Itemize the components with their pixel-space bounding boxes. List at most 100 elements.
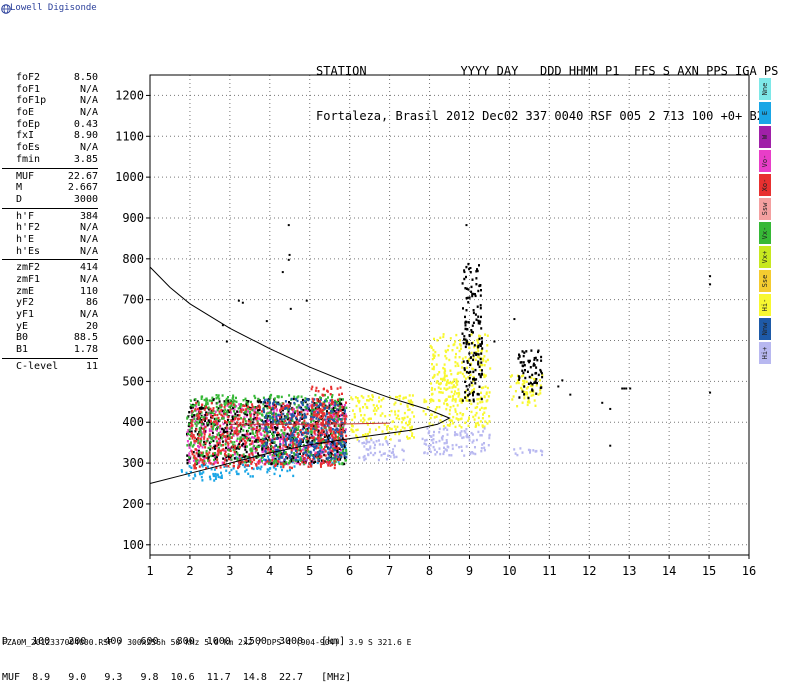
echo-point bbox=[279, 434, 282, 437]
echo-point bbox=[186, 462, 189, 465]
echo-point bbox=[479, 408, 481, 411]
echo-point bbox=[331, 399, 334, 402]
echo-point bbox=[281, 422, 284, 425]
echo-point bbox=[433, 388, 436, 391]
echo-point bbox=[523, 381, 526, 385]
echo-point bbox=[339, 405, 342, 409]
echo-point bbox=[204, 417, 206, 420]
echo-point bbox=[207, 461, 210, 464]
echo-point bbox=[280, 452, 283, 455]
echo-point bbox=[457, 391, 460, 395]
echo-point bbox=[367, 432, 369, 436]
echo-point bbox=[289, 428, 292, 432]
echo-point bbox=[322, 429, 325, 432]
echo-point bbox=[221, 440, 224, 443]
echo-point bbox=[468, 436, 471, 439]
echo-point bbox=[483, 375, 486, 379]
echo-point bbox=[444, 448, 447, 451]
echo-point bbox=[282, 425, 285, 428]
echo-point bbox=[488, 436, 491, 440]
echo-point bbox=[330, 443, 333, 446]
echo-point bbox=[246, 437, 248, 440]
echo-point bbox=[315, 403, 318, 407]
echo-point bbox=[267, 423, 270, 427]
echo-point bbox=[334, 460, 337, 463]
echo-point bbox=[225, 426, 228, 429]
echo-point bbox=[256, 421, 259, 425]
echo-point bbox=[284, 400, 287, 403]
echo-point bbox=[481, 400, 484, 404]
echo-point bbox=[291, 415, 294, 418]
echo-point bbox=[561, 379, 564, 382]
echo-point bbox=[462, 360, 465, 363]
echo-point bbox=[258, 399, 261, 402]
echo-point bbox=[470, 330, 473, 333]
echo-point bbox=[315, 426, 318, 430]
echo-point bbox=[342, 398, 344, 401]
parameter-value: N/A bbox=[79, 95, 98, 107]
echo-point bbox=[187, 424, 190, 428]
echo-point bbox=[277, 455, 280, 459]
echo-point bbox=[312, 454, 315, 457]
echo-point bbox=[303, 399, 306, 403]
echo-point bbox=[190, 450, 193, 453]
echo-point bbox=[315, 386, 318, 390]
echo-point bbox=[472, 331, 474, 334]
echo-point bbox=[468, 343, 471, 346]
echo-point bbox=[342, 422, 345, 425]
echo-point bbox=[540, 370, 543, 373]
echo-point bbox=[265, 446, 268, 450]
echo-point bbox=[336, 404, 339, 407]
echo-point bbox=[211, 454, 214, 457]
echo-point bbox=[334, 402, 337, 406]
echo-point bbox=[467, 394, 469, 397]
echo-point bbox=[267, 405, 270, 408]
echo-point bbox=[328, 436, 331, 439]
echo-point bbox=[443, 450, 446, 453]
echo-point bbox=[262, 408, 265, 411]
echo-point bbox=[297, 460, 300, 463]
echo-point bbox=[315, 428, 318, 432]
echo-point bbox=[440, 391, 442, 394]
echo-point bbox=[236, 410, 239, 413]
echo-point bbox=[282, 434, 285, 438]
echo-point bbox=[345, 434, 348, 438]
echo-point bbox=[351, 418, 354, 422]
echo-point bbox=[277, 457, 280, 460]
parameter-value: 1.78 bbox=[73, 344, 98, 356]
echo-point bbox=[296, 399, 299, 403]
echo-point bbox=[222, 431, 225, 434]
echo-point bbox=[465, 309, 468, 312]
echo-point bbox=[208, 435, 211, 438]
echo-point bbox=[438, 405, 441, 409]
echo-point bbox=[294, 425, 297, 429]
echo-point bbox=[526, 370, 529, 373]
echo-point bbox=[238, 403, 241, 406]
echo-point bbox=[230, 424, 233, 427]
echo-point bbox=[181, 470, 183, 473]
echo-point bbox=[433, 416, 436, 419]
echo-point bbox=[264, 420, 267, 423]
echo-point bbox=[322, 459, 325, 462]
echo-point bbox=[233, 399, 236, 403]
echo-point bbox=[226, 441, 229, 444]
echo-point bbox=[317, 420, 320, 423]
echo-point bbox=[310, 424, 313, 427]
echo-point bbox=[319, 444, 322, 447]
electron-density-profile bbox=[149, 266, 451, 484]
echo-point bbox=[329, 441, 332, 444]
echo-point bbox=[389, 427, 391, 430]
echo-point bbox=[476, 305, 479, 308]
echo-point bbox=[283, 449, 285, 452]
echo-point bbox=[312, 456, 315, 460]
echo-point bbox=[319, 403, 322, 407]
echo-point bbox=[294, 453, 297, 456]
echo-point bbox=[321, 402, 324, 405]
echo-point bbox=[291, 419, 294, 422]
echo-point bbox=[445, 374, 448, 378]
echo-point bbox=[286, 418, 289, 421]
echo-point bbox=[230, 426, 233, 429]
echo-point bbox=[480, 450, 483, 453]
echo-point bbox=[338, 454, 341, 457]
y-tick-label: 600 bbox=[122, 334, 144, 348]
